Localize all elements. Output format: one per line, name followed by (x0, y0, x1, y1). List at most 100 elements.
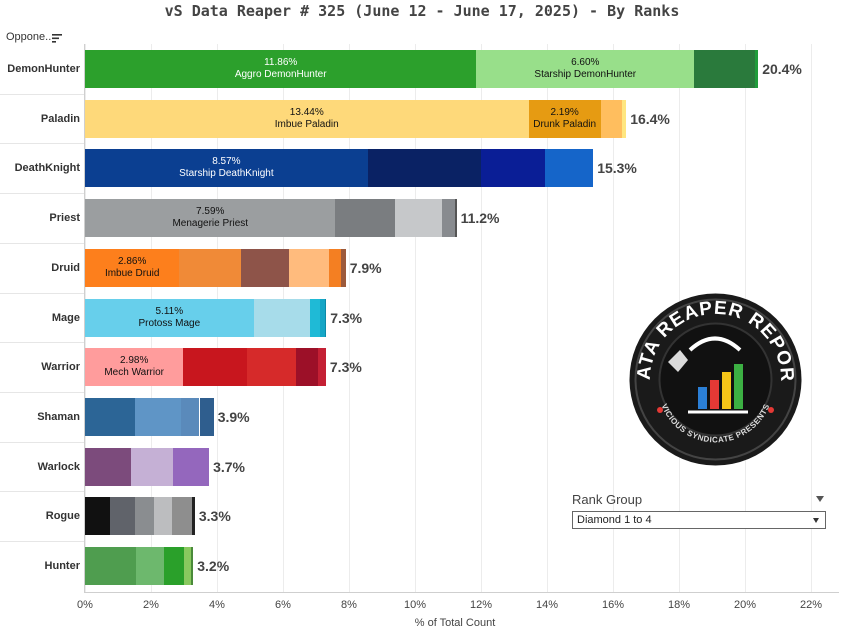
chart-title: vS Data Reaper # 325 (June 12 - June 17,… (164, 2, 680, 20)
rank-group-select[interactable]: Diamond 1 to 4 (572, 511, 826, 529)
bar-segment[interactable] (324, 298, 327, 337)
segment-pct-label: 2.86% (118, 255, 147, 267)
row-separator (0, 491, 84, 493)
bar-segment[interactable]: 11.86% Aggro DemonHunter (85, 50, 477, 88)
bar-segment[interactable] (154, 497, 173, 536)
bar-segment[interactable] (319, 298, 325, 337)
chevron-down-icon (813, 518, 819, 523)
segment-archetype-label: Mech Warrior (104, 367, 164, 379)
x-tick-label: 2% (143, 599, 159, 611)
bar-segment[interactable] (317, 348, 326, 387)
row-separator (0, 292, 84, 294)
segment-archetype-label: Starship DemonHunter (534, 69, 637, 80)
bar-segment[interactable] (454, 199, 457, 238)
bar-segment[interactable]: 13.44% Imbue Paladin (85, 99, 529, 138)
row-separator (0, 242, 84, 244)
bar-segment[interactable] (335, 199, 395, 238)
bar-segment[interactable]: 7.59% Menagerie Priest (85, 199, 336, 238)
row-label-druid[interactable]: Druid (51, 261, 80, 274)
y-axis-line (84, 44, 85, 592)
bar-segment[interactable] (241, 248, 289, 287)
bar-segment[interactable]: 8.57% Starship DeathKnight (85, 149, 368, 188)
segment-pct-label: 13.44% (289, 106, 324, 118)
row-total-label: 7.3% (330, 309, 363, 326)
bar-segment[interactable] (247, 348, 297, 387)
bar-segment[interactable]: 6.60% Starship DemonHunter (476, 50, 695, 88)
segment-pct-label: 8.57% (212, 156, 241, 168)
bar-segment[interactable] (309, 298, 320, 337)
bar-segment[interactable] (694, 50, 756, 88)
segment-archetype-label: Drunk Paladin (533, 118, 597, 130)
row-label-warrior[interactable]: Warrior (41, 361, 80, 374)
gridline (547, 44, 548, 592)
row-label-priest[interactable]: Priest (49, 212, 80, 225)
bar-segment[interactable] (85, 397, 136, 436)
x-tick-label: 10% (403, 599, 427, 611)
gridline (613, 44, 614, 592)
bar-segment[interactable] (136, 547, 165, 585)
row-separator (0, 93, 84, 95)
row-total-label: 11.2% (460, 210, 500, 227)
bar-segment[interactable] (134, 497, 155, 536)
bar-segment[interactable] (544, 149, 594, 188)
bar-segment[interactable] (367, 149, 481, 188)
bar-segment[interactable] (135, 397, 181, 436)
bar-segment[interactable] (179, 248, 242, 287)
bar-segment[interactable] (85, 547, 137, 585)
bar-segment[interactable] (183, 348, 248, 387)
row-label-demonhunter[interactable]: DemonHunter (7, 63, 80, 75)
row-label-rogue[interactable]: Rogue (45, 510, 80, 523)
x-tick-label: 4% (209, 599, 225, 611)
bar-segment[interactable]: 2.19% Drunk Paladin (528, 99, 601, 138)
row-separator (0, 391, 84, 393)
row-label-hunter[interactable]: Hunter (44, 560, 80, 572)
x-tick-label: 22% (799, 599, 823, 611)
bar-segment[interactable] (600, 99, 623, 138)
row-header-label[interactable]: Oppone.. (6, 31, 52, 43)
bar-segment[interactable] (622, 99, 627, 138)
segment-archetype-label: Imbue Druid (104, 267, 160, 279)
filter-menu-caret-icon[interactable] (816, 496, 824, 502)
bar-segment[interactable] (109, 497, 135, 536)
bar-segment[interactable] (394, 199, 442, 238)
bar-segment[interactable] (184, 547, 191, 585)
bar-segment[interactable] (85, 447, 132, 486)
bar-segment[interactable] (199, 397, 214, 436)
bar-segment[interactable] (288, 248, 330, 287)
bar-segment[interactable]: 2.98% Mech Warrior (85, 348, 184, 387)
filter-title: Rank Group (572, 492, 643, 507)
row-total-label: 15.3% (597, 160, 637, 177)
bar-segment[interactable] (341, 248, 346, 287)
row-label-paladin[interactable]: Paladin (40, 112, 80, 125)
row-label-deathknight[interactable]: DeathKnight (14, 162, 80, 175)
bar-segment[interactable] (441, 199, 455, 238)
bar-segment[interactable] (481, 149, 545, 188)
gridline (811, 44, 812, 592)
bar-segment[interactable] (172, 497, 193, 536)
bar-segment[interactable] (253, 298, 310, 337)
row-total-label: 3.9% (217, 408, 250, 425)
row-label-mage[interactable]: Mage (51, 311, 80, 324)
bar-segment[interactable] (190, 547, 194, 585)
bar-segment[interactable] (164, 547, 184, 585)
bar-segment[interactable] (192, 497, 195, 536)
bar-segment[interactable] (172, 447, 210, 486)
bar-segment[interactable]: 5.11% Protoss Mage (85, 298, 254, 337)
row-total-label: 16.4% (630, 110, 670, 127)
bar-segment[interactable] (329, 248, 342, 287)
bar-segment[interactable] (85, 497, 110, 536)
segment-pct-label: 6.60% (571, 57, 600, 68)
sort-icon[interactable] (52, 30, 62, 48)
row-label-shaman[interactable]: Shaman (37, 410, 80, 423)
x-tick-label: 12% (469, 599, 493, 611)
bar-segment[interactable] (296, 348, 318, 387)
row-total-label: 7.3% (329, 359, 362, 376)
bar-segment[interactable] (131, 447, 173, 486)
row-label-warlock[interactable]: Warlock (37, 460, 80, 473)
row-total-label: 7.9% (349, 259, 382, 276)
segment-pct-label: 7.59% (196, 206, 225, 218)
x-tick-label: 0% (77, 599, 93, 611)
bar-segment[interactable] (180, 397, 200, 436)
bar-segment[interactable] (755, 50, 759, 88)
bar-segment[interactable]: 2.86% Imbue Druid (85, 248, 180, 287)
